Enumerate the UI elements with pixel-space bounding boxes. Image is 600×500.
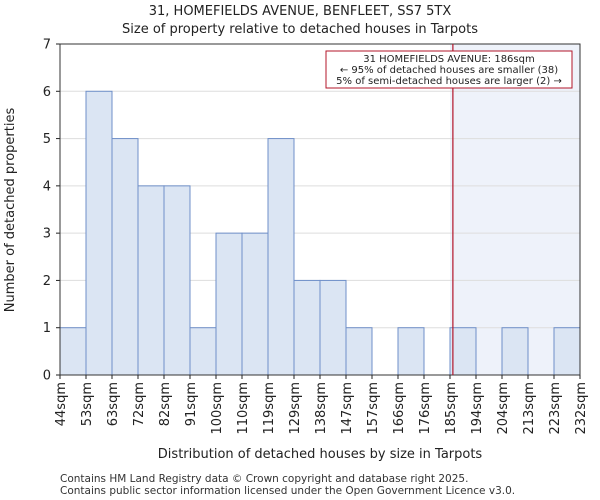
annotation-line-1: 31 HOMEFIELDS AVENUE: 186sqm	[363, 54, 534, 65]
chart-title: 31, HOMEFIELDS AVENUE, BENFLEET, SS7 5TX	[149, 4, 452, 19]
x-tick-label: 138sqm	[314, 382, 329, 435]
y-tick-label: 2	[43, 274, 51, 289]
x-tick-label: 166sqm	[392, 382, 407, 435]
footer-line-1: Contains HM Land Registry data © Crown c…	[60, 473, 468, 485]
histogram-bar	[215, 232, 243, 376]
histogram-bar	[189, 327, 217, 376]
histogram-bar	[137, 185, 165, 376]
chart-subtitle: Size of property relative to detached ho…	[122, 22, 478, 37]
histogram-bar	[553, 327, 581, 376]
x-tick-label: 110sqm	[236, 382, 251, 435]
histogram-bar	[449, 327, 477, 376]
x-tick-label: 63sqm	[106, 382, 121, 426]
y-tick-label: 0	[43, 369, 51, 384]
histogram-bar	[345, 327, 373, 376]
x-tick-label: 53sqm	[80, 382, 95, 426]
highlight-region	[450, 44, 580, 375]
x-tick-label: 204sqm	[496, 382, 511, 435]
y-axis-label: Number of detached properties	[3, 108, 18, 313]
x-tick-label: 72sqm	[132, 382, 147, 426]
y-tick-label: 1	[43, 321, 51, 336]
x-axis-label: Distribution of detached houses by size …	[158, 447, 483, 462]
y-tick-label: 4	[43, 179, 51, 194]
histogram-bar	[501, 327, 529, 376]
histogram-bar	[267, 138, 295, 376]
x-tick-label: 44sqm	[54, 382, 69, 426]
x-tick-label: 223sqm	[548, 382, 563, 435]
histogram-bar	[111, 138, 139, 376]
x-tick-label: 147sqm	[340, 382, 355, 435]
histogram-bar	[319, 279, 347, 376]
histogram-bar	[241, 232, 269, 376]
histogram-bar	[163, 185, 191, 376]
annotation-box	[325, 50, 573, 89]
x-tick-label: 82sqm	[158, 382, 173, 426]
annotation-line-3: 5% of semi-detached houses are larger (2…	[336, 76, 562, 87]
y-tick-label: 6	[43, 85, 51, 100]
y-tick-label: 5	[43, 132, 51, 147]
x-tick-label: 232sqm	[574, 382, 589, 435]
histogram-bar	[85, 90, 113, 376]
x-tick-label: 91sqm	[184, 382, 199, 426]
x-tick-label: 129sqm	[288, 382, 303, 435]
footer-line-2: Contains public sector information licen…	[60, 485, 515, 497]
x-tick-label: 176sqm	[418, 382, 433, 435]
histogram-bar	[59, 327, 87, 376]
x-tick-label: 213sqm	[522, 382, 537, 435]
histogram-bar	[293, 279, 321, 376]
x-tick-label: 185sqm	[444, 382, 459, 435]
y-tick-label: 3	[43, 227, 51, 242]
histogram-bar	[397, 327, 425, 376]
x-tick-label: 100sqm	[210, 382, 225, 435]
x-tick-label: 157sqm	[366, 382, 381, 435]
annotation-line-2: ← 95% of detached houses are smaller (38…	[340, 65, 558, 76]
plot-area: 0 1 2 3 4 5 6 7 44sqm 53sqm 63sqm 72sqm 82sqm 91sqm 10…	[43, 38, 589, 435]
y-tick-label: 7	[43, 38, 51, 53]
x-tick-label: 119sqm	[262, 382, 277, 435]
x-tick-label: 194sqm	[470, 382, 485, 435]
